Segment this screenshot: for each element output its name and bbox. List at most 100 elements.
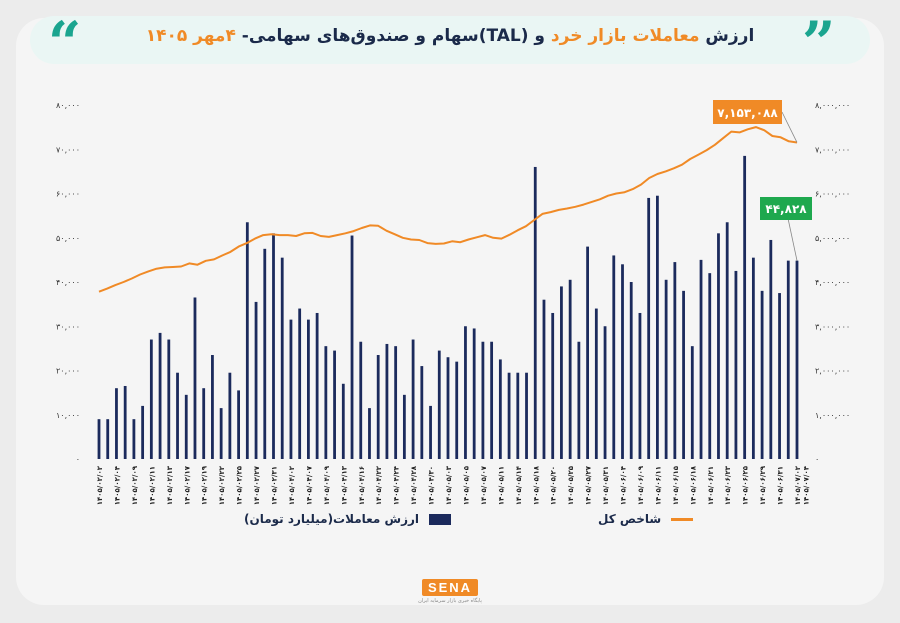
x-tick-label: ۱۴۰۵/۰۴/۰۷: [305, 465, 313, 505]
bar: [315, 312, 319, 459]
x-tick-label: ۱۴۰۵/۰۴/۱۳: [340, 465, 348, 505]
title-part-3: و (TAL)سهام و صندوق‌های سهامی-: [235, 26, 551, 46]
bar: [420, 366, 424, 459]
legend-bars: ارزش معاملات(میلیارد تومان): [244, 512, 452, 526]
bar: [717, 233, 720, 459]
title-part-1: ارزش: [699, 26, 755, 46]
y-left-tick-label: ۳۰,۰۰۰: [56, 322, 80, 331]
bar: [97, 419, 101, 459]
x-tick-label: ۱۴۰۵/۰۶/۰۹: [637, 465, 645, 505]
bar: [594, 308, 598, 459]
x-tick-label: ۱۴۰۵/۰۵/۲۰: [550, 466, 558, 505]
x-tick-label: ۱۴۰۵/۰۴/۰۹: [323, 465, 331, 505]
bar: [673, 262, 677, 459]
bar: [481, 341, 485, 459]
x-tick-label: ۱۴۰۵/۰۶/۲۹: [759, 465, 767, 505]
bar: [272, 233, 275, 459]
bar: [176, 372, 179, 459]
y-left-tick-label: ۲۰,۰۰۰: [56, 367, 80, 376]
x-tick-label: ۱۴۰۵/۰۵/۱۱: [497, 466, 505, 505]
x-tick-label: ۱۴۰۵/۰۷/۰۲: [794, 465, 802, 505]
bar: [516, 372, 520, 459]
bar: [341, 383, 345, 459]
bar: [760, 290, 764, 459]
bar: [254, 301, 258, 459]
bar: [324, 346, 328, 459]
x-tick-label: ۱۴۰۵/۰۵/۰۷: [480, 465, 488, 505]
chart-title: ارزش معاملات بازار خرد و (TAL)سهام و صند…: [110, 26, 790, 46]
bar: [769, 239, 773, 459]
bar: [211, 355, 214, 459]
x-tick-label: ۱۴۰۵/۰۲/۱۷: [183, 465, 191, 505]
x-tick-label: ۱۴۰۵/۰۶/۱۵: [672, 465, 680, 505]
bar: [603, 326, 607, 459]
y-left-tick-label: ۵۰,۰۰۰: [56, 234, 80, 243]
bar: [280, 257, 284, 459]
bar: [106, 419, 110, 459]
bar: [498, 359, 502, 459]
bar: [778, 293, 781, 459]
legend-bars-label: ارزش معاملات(میلیارد تومان): [244, 512, 420, 526]
bar: [263, 248, 267, 459]
bar: [533, 166, 537, 459]
bar: [551, 312, 555, 459]
title-part-4: ۴مهر ۱۴۰۵: [145, 26, 236, 46]
bar: [586, 246, 589, 459]
bar: [402, 394, 406, 459]
x-tick-label: ۱۴۰۵/۰۵/۰۳: [445, 465, 453, 505]
legend-bars-swatch: [429, 514, 452, 525]
x-tick-label: ۱۴۰۵/۰۵/۱۴: [515, 465, 523, 505]
x-tick-label: ۱۴۰۵/۰۶/۰۴: [620, 465, 628, 505]
bar: [577, 341, 581, 459]
legend-line-label: شاخص کل: [598, 512, 662, 526]
x-tick-label: ۱۴۰۵/۰۲/۲۷: [253, 465, 261, 505]
bar: [350, 235, 354, 459]
bar: [560, 286, 563, 459]
x-tick-label: ۱۴۰۵/۰۲/۱۱: [148, 466, 156, 505]
bar: [411, 339, 415, 459]
line-callout-box: [713, 100, 782, 124]
line-callout-value: ۷,۱۵۳,۰۸۸: [717, 106, 778, 120]
bar: [690, 346, 694, 459]
bar: [333, 350, 336, 459]
bar: [464, 326, 467, 459]
x-tick-label: ۱۴۰۵/۰۲/۲۵: [236, 465, 244, 505]
x-tick-label: ۱۴۰۵/۰۵/۲۵: [567, 465, 575, 505]
x-tick-label: ۱۴۰۵/۰۶/۱۱: [654, 466, 662, 505]
index-line: [98, 126, 798, 293]
x-tick-label: ۱۴۰۵/۰۴/۲۴: [393, 465, 401, 505]
x-tick-label: ۱۴۰۵/۰۶/۲۵: [742, 465, 750, 505]
x-tick-label: ۱۴۰۵/۰۲/۱۹: [201, 465, 209, 505]
bar: [228, 372, 232, 459]
bar: [682, 290, 685, 459]
x-tick-label: ۱۴۰۵/۰۴/۲۲: [375, 465, 383, 505]
bar: [743, 155, 747, 459]
x-tick-label: ۱۴۰۵/۰۵/۳۱: [602, 466, 610, 505]
legend-line: شاخص کل: [598, 512, 694, 526]
x-tick-label: ۱۴۰۵/۰۵/۱۸: [532, 465, 540, 505]
bar: [202, 388, 206, 459]
x-tick-label: ۱۴۰۵/۰۶/۲۳: [724, 465, 732, 505]
sena-logo: SENA پایگاه خبری بازار سرمایه ایران: [410, 577, 490, 604]
bar: [193, 297, 197, 459]
bar: [656, 195, 659, 459]
bar: [368, 408, 371, 459]
y-right-tick-label: ۸,۰۰۰,۰۰۰: [815, 101, 850, 110]
bar: [359, 341, 363, 459]
x-tick-label: ۱۴۰۵/۰۴/۰۲: [288, 465, 296, 505]
bar: [542, 299, 546, 459]
bar: [647, 197, 651, 460]
x-tick-label: ۱۴۰۵/۰۶/۳۱: [777, 466, 785, 505]
bar: [385, 343, 389, 459]
bar: [167, 339, 171, 459]
bar: [158, 332, 162, 459]
bar: [664, 279, 668, 459]
y-right-tick-label: ۵,۰۰۰,۰۰۰: [815, 234, 850, 243]
bar: [289, 319, 293, 459]
bar: [786, 260, 790, 459]
x-tick-label: ۱۴۰۵/۰۷/۰۴: [803, 465, 811, 505]
bar-callout-box: [760, 197, 812, 220]
x-tick-label: ۱۴۰۵/۰۵/۲۷: [585, 465, 593, 505]
title-part-2: معاملات بازار خرد: [550, 26, 700, 46]
x-tick-label: ۱۴۰۵/۰۴/۲۸: [410, 465, 418, 505]
